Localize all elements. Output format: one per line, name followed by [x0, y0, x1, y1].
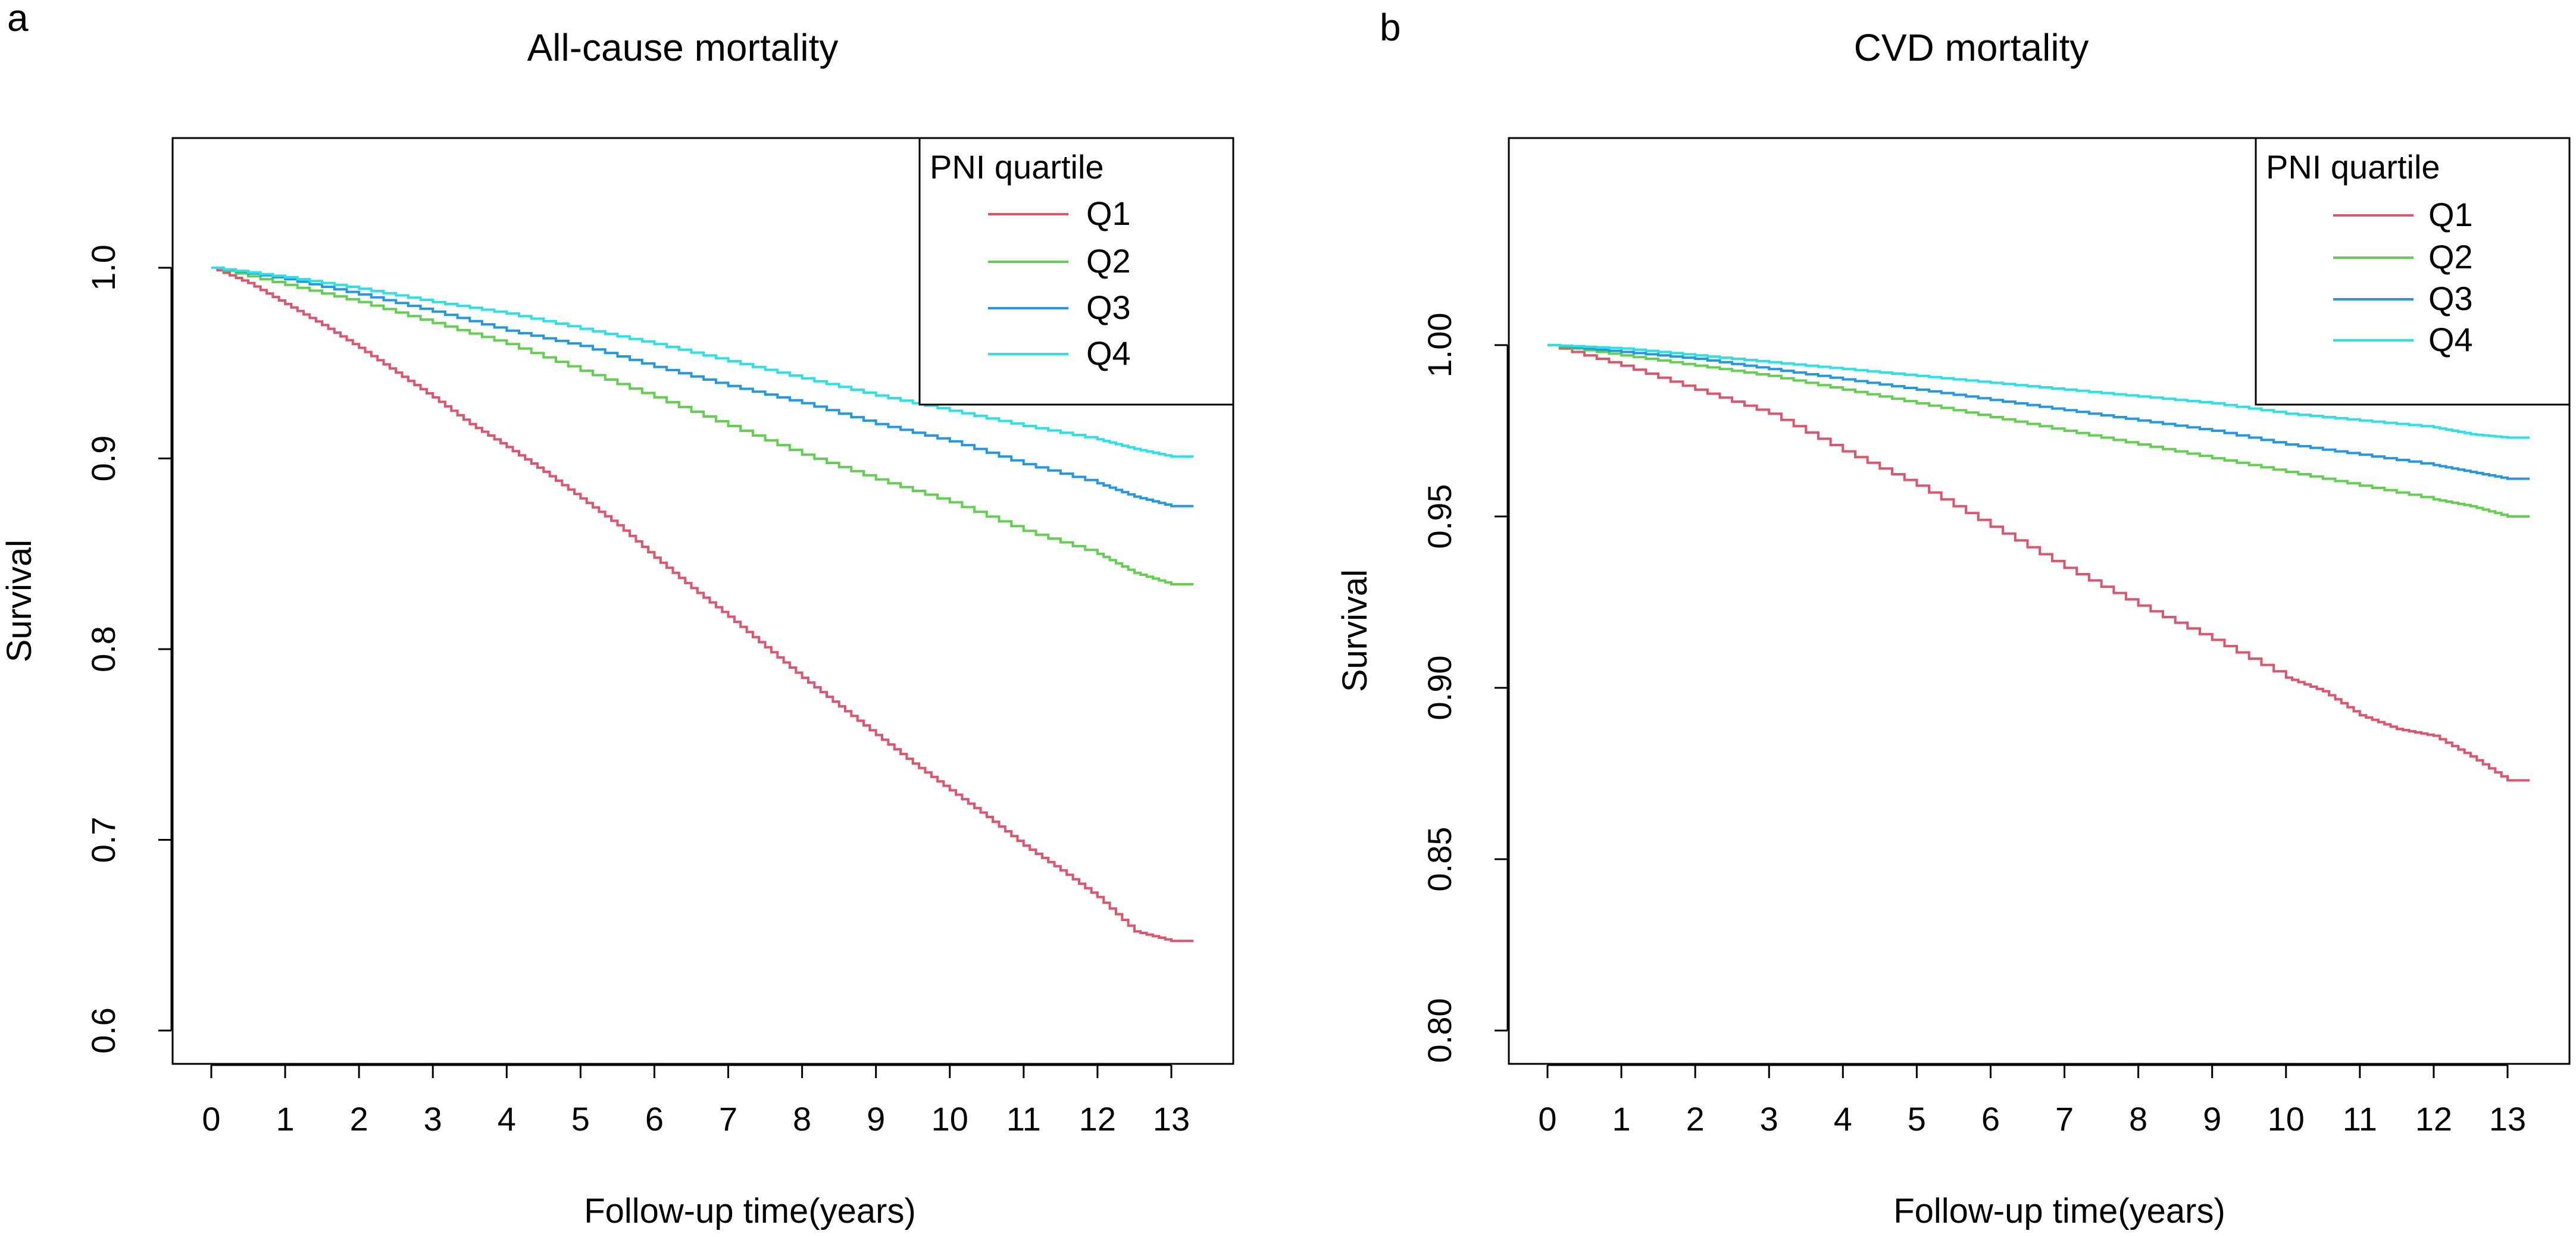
y-tick-label-b: 0.80: [1421, 998, 1458, 1063]
x-tick-label-a: 1: [276, 1100, 294, 1138]
y-tick-label-b: 0.90: [1421, 656, 1458, 721]
series-line-b-q1: [1548, 344, 2530, 782]
legend-a: PNI quartile Q1 Q2 Q3 Q4: [918, 137, 1234, 406]
x-tick-label-a: 13: [1153, 1100, 1190, 1138]
y-tick-label-a: 0.7: [85, 817, 122, 863]
series-line-b-q3: [1548, 344, 2530, 480]
series-line-b-q2: [1548, 344, 2530, 518]
x-tick-label-b: 5: [1908, 1100, 1926, 1138]
x-tick-label-b: 9: [2203, 1100, 2221, 1138]
x-tick-label-a: 9: [867, 1100, 885, 1138]
x-tick-label-a: 0: [202, 1100, 220, 1138]
y-tick-label-a: 0.9: [85, 436, 122, 482]
legend-b: PNI quartile Q1 Q2 Q3 Q4: [2255, 137, 2571, 406]
x-tick-label-a: 12: [1079, 1100, 1116, 1138]
series-group-a: [211, 267, 1194, 942]
series-line-b-q4: [1548, 344, 2530, 439]
y-tick-label-a: 0.8: [85, 626, 122, 672]
plot-frame-a: [171, 137, 1234, 1065]
axes-b: 0 1 2 3 4 5 6 7 8 9 10 11 12 130.800.850.900.951.00: [1421, 313, 2526, 1138]
legend-label-b-q3: Q3: [2428, 280, 2473, 317]
plot-frame-b: [1508, 137, 2571, 1065]
series-group-b: [1548, 344, 2530, 782]
x-axis-label-a: Follow-up time(years): [584, 1192, 916, 1230]
x-tick-label-a: 10: [931, 1100, 968, 1138]
x-tick-label-a: 2: [350, 1100, 368, 1138]
series-line-a-q2: [211, 267, 1194, 585]
legend-label-a-q3: Q3: [1086, 289, 1131, 326]
x-tick-label-b: 8: [2129, 1100, 2147, 1138]
x-tick-label-b: 10: [2268, 1100, 2305, 1138]
x-tick-label-b: 7: [2055, 1100, 2074, 1138]
series-line-a-q4: [211, 267, 1194, 458]
legend-title-b: PNI quartile: [2266, 148, 2440, 186]
x-tick-label-b: 3: [1760, 1100, 1778, 1138]
legend-box-b: [2255, 137, 2571, 406]
y-tick-label-b: 0.95: [1421, 484, 1458, 549]
panel-label-b: b: [1380, 6, 1401, 49]
chart-title-a: All-cause mortality: [527, 26, 839, 69]
legend-box-a: [918, 137, 1234, 406]
x-axis-label-b: Follow-up time(years): [1893, 1192, 2225, 1230]
x-tick-label-a: 6: [645, 1100, 664, 1138]
x-tick-label-b: 6: [1981, 1100, 2000, 1138]
x-tick-label-a: 11: [1006, 1100, 1041, 1138]
x-tick-label-b: 1: [1612, 1100, 1630, 1138]
x-tick-label-a: 7: [719, 1100, 737, 1138]
panel-b: b CVD mortality 0 1 2 3 4 5 6 7 8 9 10 11 12 130.800.…: [1336, 6, 2571, 1230]
legend-label-a-q4: Q4: [1086, 334, 1131, 372]
legend-label-b-q2: Q2: [2428, 238, 2473, 275]
x-tick-label-a: 4: [498, 1100, 516, 1138]
x-tick-label-a: 5: [571, 1100, 590, 1138]
y-tick-label-b: 1.00: [1421, 313, 1458, 378]
y-axis-label-a: Survival: [0, 540, 39, 662]
legend-title-a: PNI quartile: [930, 148, 1104, 186]
series-line-a-q3: [211, 267, 1194, 508]
panel-a: a All-cause mortality 0 1 2 3 4 5 6 7 8 9 10 11 12 13…: [0, 0, 1234, 1230]
axes-a: 0 1 2 3 4 5 6 7 8 9 10 11 12 130.60.70.80.91.0: [85, 245, 1190, 1138]
legend-label-b-q1: Q1: [2428, 196, 2473, 233]
x-tick-label-b: 11: [2343, 1100, 2377, 1138]
y-axis-label-b: Survival: [1336, 569, 1374, 692]
x-tick-label-a: 8: [793, 1100, 811, 1138]
x-tick-label-b: 13: [2489, 1100, 2526, 1138]
y-tick-label-a: 1.0: [85, 245, 122, 291]
x-tick-label-b: 12: [2415, 1100, 2452, 1138]
x-tick-label-b: 2: [1686, 1100, 1705, 1138]
series-line-a-q1: [211, 267, 1194, 942]
panel-label-a: a: [7, 0, 29, 39]
legend-label-a-q1: Q1: [1086, 195, 1131, 232]
y-tick-label-a: 0.6: [85, 1007, 122, 1054]
legend-label-a-q2: Q2: [1086, 242, 1131, 280]
x-tick-label-a: 3: [424, 1100, 442, 1138]
legend-label-b-q4: Q4: [2428, 321, 2473, 358]
x-tick-label-b: 0: [1538, 1100, 1556, 1138]
x-tick-label-b: 4: [1834, 1100, 1852, 1138]
chart-title-b: CVD mortality: [1854, 26, 2089, 69]
y-tick-label-b: 0.85: [1421, 827, 1458, 892]
